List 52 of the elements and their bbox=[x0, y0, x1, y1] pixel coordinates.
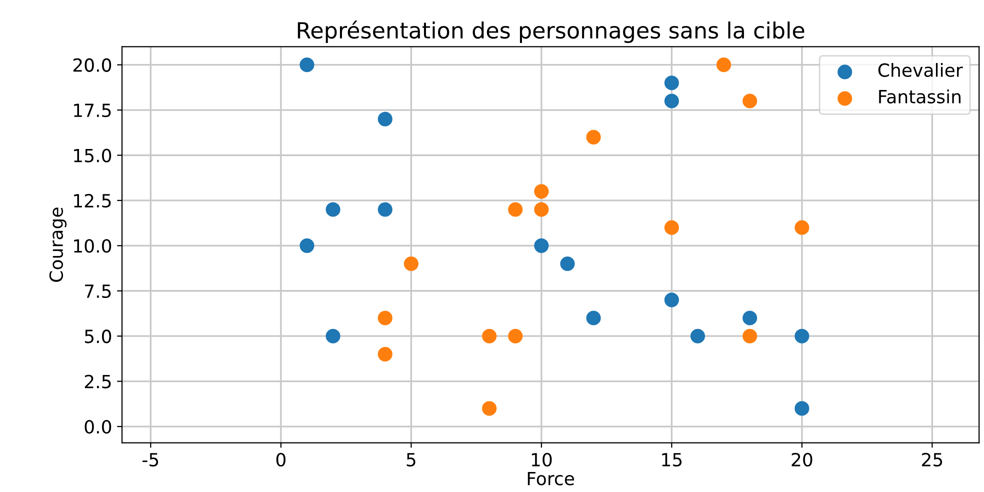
point bbox=[794, 401, 810, 416]
point bbox=[742, 94, 758, 108]
point bbox=[378, 202, 392, 217]
y-tick-label: 12.5 bbox=[74, 194, 111, 208]
point bbox=[326, 328, 340, 344]
y-tick-label: 2.5 bbox=[84, 374, 111, 388]
point bbox=[794, 220, 810, 235]
point bbox=[664, 220, 679, 235]
point bbox=[560, 256, 575, 272]
point bbox=[508, 202, 523, 217]
point bbox=[300, 238, 314, 253]
x-tick-label: 15 bbox=[662, 453, 682, 466]
x-tick-label: -5 bbox=[142, 453, 158, 466]
point bbox=[716, 58, 732, 72]
point bbox=[742, 328, 758, 344]
y-tick-label: 7.5 bbox=[85, 284, 111, 298]
point bbox=[534, 184, 549, 199]
point bbox=[664, 292, 679, 308]
x-axis-title: Force bbox=[528, 472, 574, 486]
point bbox=[404, 256, 418, 272]
y-tick-label: 0.0 bbox=[84, 420, 112, 434]
y-tick-label: 17.5 bbox=[74, 104, 111, 118]
point bbox=[378, 112, 392, 126]
x-tick-label: 0 bbox=[276, 452, 286, 466]
point bbox=[534, 202, 549, 217]
y-axis-title: Courage bbox=[49, 208, 67, 282]
point bbox=[534, 238, 549, 253]
point bbox=[742, 310, 758, 326]
legend-label: Fantassin bbox=[879, 89, 960, 104]
legend-label: Chevalier bbox=[878, 62, 963, 77]
y-tick-label: 10.0 bbox=[74, 239, 112, 253]
x-tick-label: 25 bbox=[922, 452, 942, 466]
point bbox=[508, 328, 523, 344]
x-tick-label: 5 bbox=[406, 453, 416, 466]
point bbox=[326, 202, 340, 217]
point bbox=[586, 130, 601, 144]
point bbox=[482, 328, 497, 344]
y-tick-label: 5.0 bbox=[84, 330, 112, 344]
y-tick-label: 15.0 bbox=[74, 148, 112, 162]
x-tick-label: 20 bbox=[792, 452, 812, 466]
point bbox=[300, 58, 314, 72]
point bbox=[378, 346, 392, 362]
x-tick-label: 10 bbox=[532, 452, 552, 466]
point bbox=[482, 401, 497, 416]
point bbox=[690, 328, 706, 344]
point bbox=[378, 310, 392, 326]
point bbox=[664, 76, 679, 90]
y-tick-label: 20.0 bbox=[73, 58, 112, 72]
point bbox=[586, 310, 601, 326]
chart-title: Représentation des personnages sans la cible bbox=[298, 20, 804, 44]
point bbox=[664, 94, 679, 108]
point bbox=[794, 328, 810, 344]
